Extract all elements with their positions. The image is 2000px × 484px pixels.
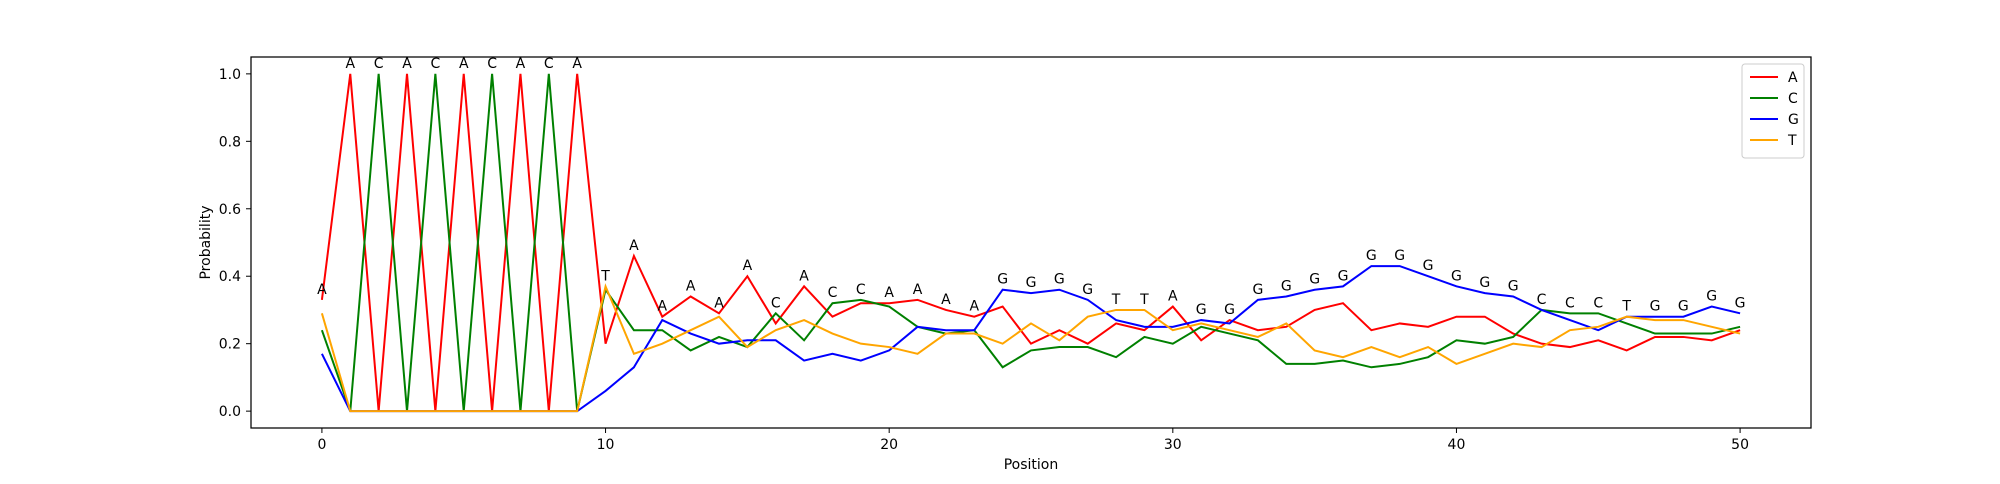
peak-label: A: [799, 268, 809, 284]
y-tick-label: 0.4: [219, 269, 241, 285]
y-tick-label: 0.8: [219, 134, 241, 150]
peak-label: C: [1565, 295, 1575, 311]
peak-label: G: [1650, 299, 1661, 315]
peak-label: A: [516, 56, 526, 72]
x-tick-label: 30: [1164, 437, 1182, 453]
peak-label: G: [1394, 248, 1405, 264]
peak-label: G: [997, 272, 1008, 288]
peak-label: G: [1706, 289, 1717, 305]
peak-label: G: [1338, 268, 1349, 284]
peak-label: A: [317, 282, 327, 298]
y-tick-label: 0.0: [219, 404, 241, 420]
peak-label: G: [1026, 275, 1037, 291]
y-tick-label: 1.0: [219, 67, 241, 83]
peak-label: G: [1082, 282, 1093, 298]
peak-label: A: [1168, 289, 1178, 305]
peak-label: C: [487, 56, 497, 72]
peak-label: A: [459, 56, 469, 72]
x-tick-label: 10: [597, 437, 615, 453]
series-line-C: [320, 73, 1741, 412]
peak-label: A: [941, 292, 951, 308]
peak-label: G: [1508, 278, 1519, 294]
legend-label-A: A: [1788, 70, 1798, 86]
peak-label: C: [544, 56, 554, 72]
peak-label: A: [657, 299, 667, 315]
peak-label: A: [714, 295, 724, 311]
plot-area-frame: [250, 56, 1812, 429]
peak-label: A: [913, 282, 923, 298]
peak-label: G: [1224, 302, 1235, 318]
legend-box: [1741, 63, 1805, 159]
y-tick-label: 0.2: [219, 337, 241, 353]
x-tick-label: 20: [880, 437, 898, 453]
peak-label: A: [572, 56, 582, 72]
peak-label: G: [1309, 272, 1320, 288]
peak-label: C: [374, 56, 384, 72]
peak-label: G: [1054, 272, 1065, 288]
peak-label: G: [1252, 282, 1263, 298]
peak-label: T: [1139, 292, 1149, 308]
y-tick-label: 0.6: [219, 202, 241, 218]
legend-label-G: G: [1788, 112, 1799, 128]
peak-label: A: [969, 299, 979, 315]
peak-label: A: [686, 278, 696, 294]
peak-label: A: [743, 258, 753, 274]
peak-label: C: [771, 295, 781, 311]
peak-label: C: [1593, 295, 1603, 311]
peak-label: G: [1366, 248, 1377, 264]
peak-label: G: [1196, 302, 1207, 318]
peak-label: G: [1678, 299, 1689, 315]
legend-label-T: T: [1787, 133, 1797, 149]
peak-label: G: [1281, 278, 1292, 294]
peak-label: C: [1537, 292, 1547, 308]
peak-label: T: [600, 268, 610, 284]
series-line-T: [320, 283, 1741, 413]
peak-label: A: [402, 56, 412, 72]
peak-label: C: [856, 282, 866, 298]
legend-label-C: C: [1788, 91, 1798, 107]
x-tick-label: 0: [317, 437, 326, 453]
peak-label: C: [828, 285, 838, 301]
peak-label: A: [629, 238, 639, 254]
x-tick-label: 40: [1448, 437, 1466, 453]
peak-label: G: [1479, 275, 1490, 291]
peak-label: G: [1451, 268, 1462, 284]
x-tick-label: 50: [1731, 437, 1749, 453]
peak-label: A: [884, 285, 894, 301]
peak-label: A: [345, 56, 355, 72]
peak-label: T: [1621, 299, 1631, 315]
y-axis-label: Probability: [198, 205, 214, 279]
peak-label: T: [1111, 292, 1121, 308]
series-line-A: [320, 73, 1741, 412]
peak-label: G: [1735, 295, 1746, 311]
peak-label: G: [1423, 258, 1434, 274]
x-axis-label: Position: [1004, 457, 1059, 473]
peak-label: C: [430, 56, 440, 72]
